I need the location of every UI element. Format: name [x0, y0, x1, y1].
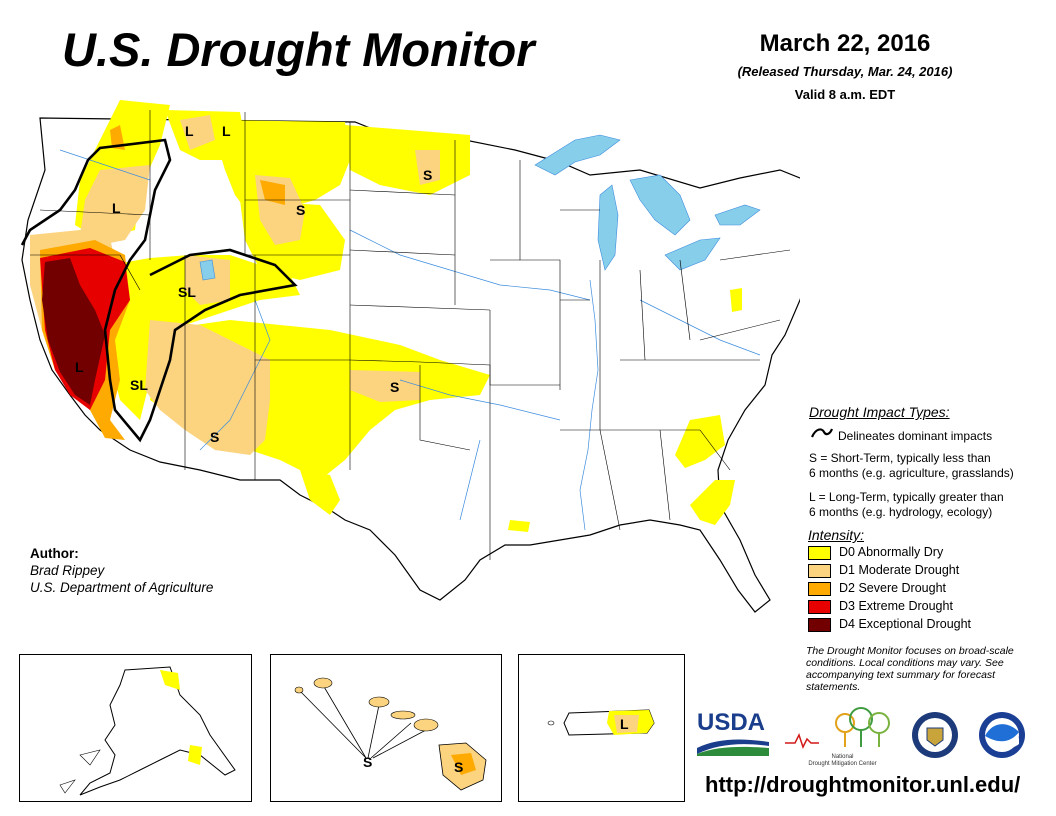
legend-d2-label: D2 Severe Drought — [839, 581, 947, 595]
swatch-d4 — [808, 617, 831, 632]
short-term-line1: S = Short-Term, typically less than — [809, 451, 991, 465]
short-term-line2: 6 months (e.g. agriculture, grasslands) — [809, 466, 1014, 480]
puerto-rico-inset: L — [518, 654, 685, 802]
disclaimer-note: The Drought Monitor focuses on broad-sca… — [806, 645, 1014, 693]
label-l-idaho-2: L — [222, 123, 231, 139]
rivers — [59, 149, 761, 531]
noaa-logo-icon — [979, 712, 1025, 758]
usda-swoosh-icon — [697, 739, 769, 756]
label-s-oklahoma: S — [390, 379, 399, 395]
great-salt-lake — [199, 259, 216, 281]
author-name: Brad Rippey — [30, 563, 105, 578]
ndmc-line2: Drought Mitigation Center — [808, 761, 877, 767]
swatch-d0 — [808, 545, 831, 560]
label-l-idaho-1: L — [185, 123, 194, 139]
swatch-d2 — [808, 581, 831, 596]
valid-time: Valid 8 a.m. EDT — [794, 87, 896, 102]
label-l-california: L — [75, 359, 84, 375]
usda-logo: USDA — [697, 710, 772, 760]
release-date: (Released Thursday, Mar. 24, 2016) — [737, 64, 953, 79]
label-s-big-island: S — [454, 759, 463, 775]
legend-d1-label: D1 Moderate Drought — [839, 563, 960, 577]
author-org: U.S. Department of Agriculture — [30, 580, 214, 595]
hawaii-map: S S — [294, 677, 487, 791]
map-date: March 22, 2016 — [759, 30, 931, 57]
legend-d2: D2 Severe Drought — [808, 581, 946, 596]
ndmc-trees-icon — [785, 707, 890, 749]
great-lakes — [534, 134, 761, 271]
swatch-d3 — [808, 599, 831, 614]
legend-d4-label: D4 Exceptional Drought — [839, 617, 972, 631]
state-borders — [30, 110, 791, 560]
website-url[interactable]: http://droughtmonitor.unl.edu/ — [705, 772, 1021, 797]
long-term-line2: 6 months (e.g. hydrology, ecology) — [809, 505, 993, 519]
conus-map: L L S S L SL L SL S S — [20, 100, 800, 613]
delineates-text: Delineates dominant impacts — [838, 429, 993, 443]
ndmc-line1: National — [831, 754, 854, 760]
ndmc-logo: National Drought Mitigation Center — [785, 705, 900, 767]
label-l-puerto-rico: L — [620, 716, 629, 732]
legend-d3-label: D3 Extreme Drought — [839, 599, 953, 613]
delineation-line-sample — [810, 428, 834, 438]
label-sl-utah: SL — [178, 284, 196, 300]
long-term-line1: L = Long-Term, typically greater than — [809, 490, 1004, 504]
map-title: U.S. Drought Monitor — [62, 23, 535, 76]
usda-logo-text: USDA — [697, 709, 766, 736]
alaska-inset — [19, 654, 252, 802]
doc-seal-icon — [912, 712, 958, 758]
alaska-map — [59, 666, 236, 796]
swatch-d1 — [808, 563, 831, 578]
legend-d0: D0 Abnormally Dry — [808, 545, 943, 560]
impact-lines — [20, 138, 298, 443]
hawaii-inset: S S — [270, 654, 502, 802]
intensity-heading: Intensity: — [808, 527, 865, 543]
puerto-rico-map: L — [547, 709, 655, 736]
impact-types-heading: Drought Impact Types: — [809, 404, 950, 420]
label-s-arizona: S — [210, 429, 219, 445]
legend-d4: D4 Exceptional Drought — [808, 617, 971, 632]
legend-d3: D3 Extreme Drought — [808, 599, 953, 614]
label-sl-california: SL — [130, 377, 148, 393]
label-s-montana: S — [296, 202, 305, 218]
label-l-oregon: L — [112, 200, 121, 216]
label-s-hawaii: S — [363, 754, 372, 770]
label-s-north-dakota: S — [423, 167, 432, 183]
legend-d1: D1 Moderate Drought — [808, 563, 959, 578]
impact-labels: L L S S L SL L SL S S — [75, 123, 432, 445]
author-block: Author: Brad Rippey U.S. Department of A… — [30, 545, 213, 596]
author-label: Author: — [30, 546, 79, 561]
d4-regions — [42, 258, 105, 405]
legend-d0-label: D0 Abnormally Dry — [839, 545, 944, 559]
